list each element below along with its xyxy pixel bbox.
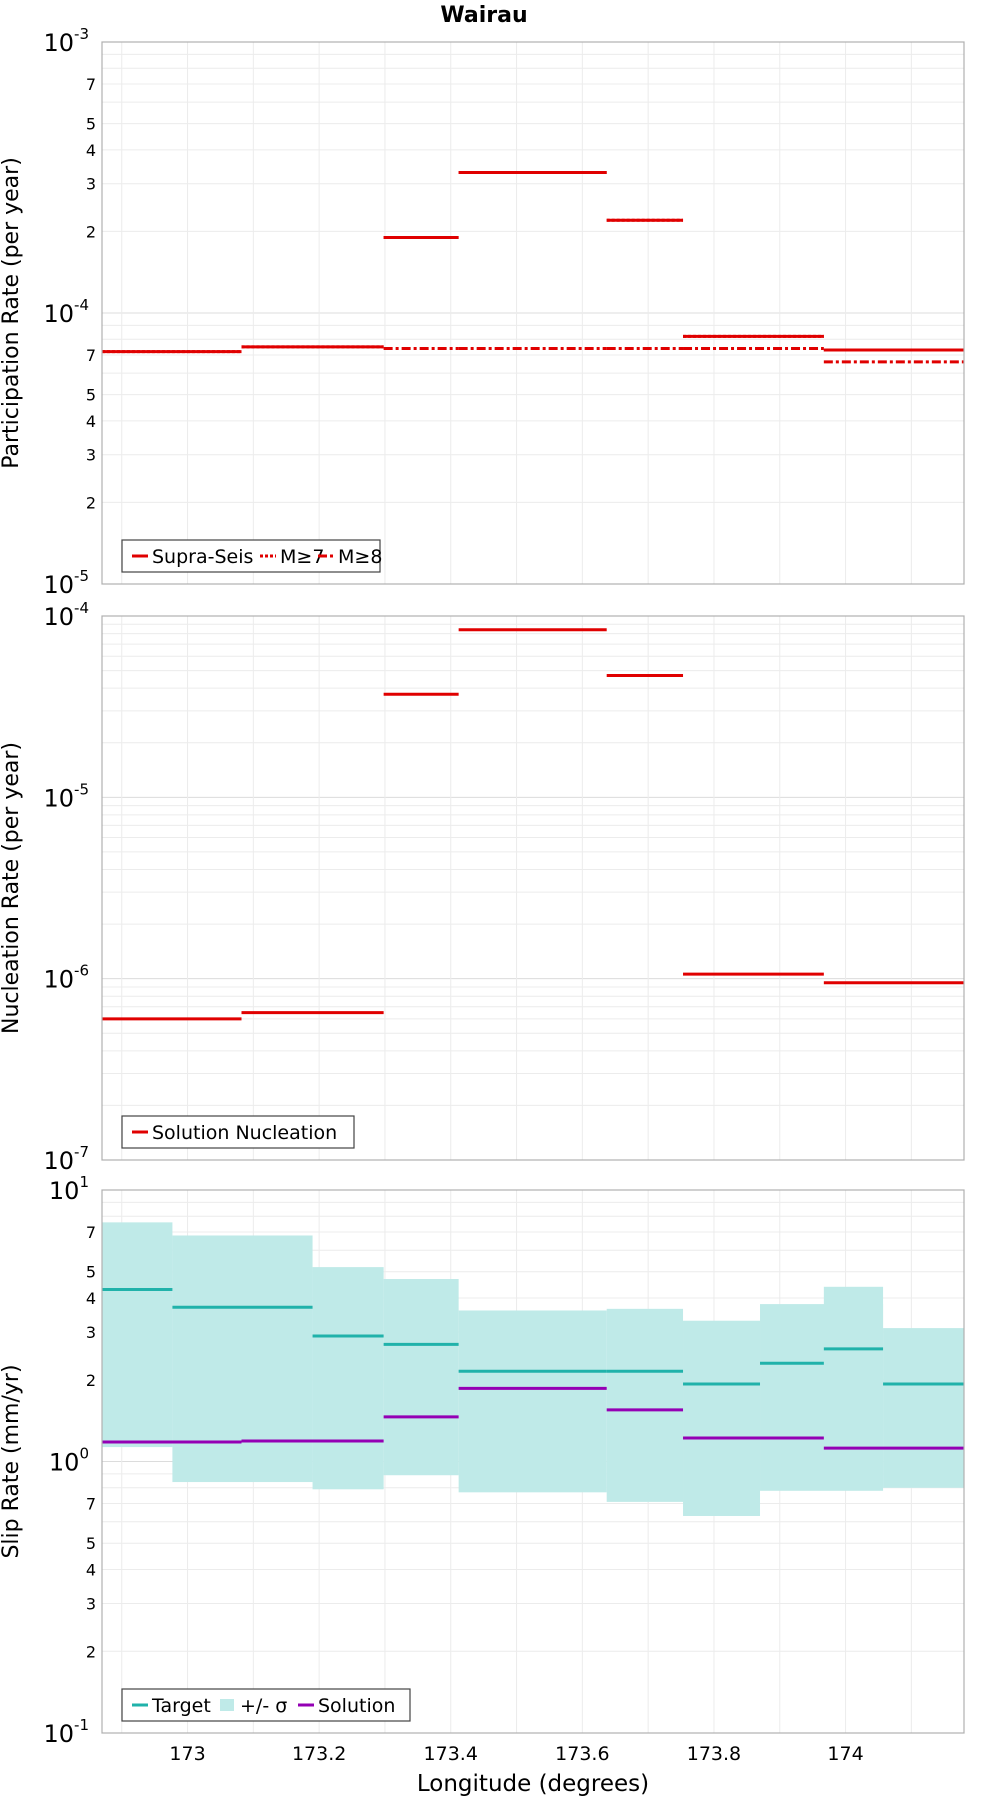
y-axis-label: Participation Rate (per year) (0, 157, 24, 469)
legend-label: Solution (318, 1695, 395, 1717)
y-minor-tick-label: 7 (86, 1223, 96, 1242)
error-band-segment (383, 1279, 459, 1476)
series-target (102, 1288, 964, 1386)
plot-area-frame (101, 615, 965, 1161)
legend-box (121, 539, 381, 573)
y-minor-tick-label: 4 (86, 1289, 96, 1308)
panel-1: 10-5 10-4 10-3 Supra-Seis M≥7 M≥8 (43, 25, 965, 599)
x-tick-label: 173.8 (687, 1743, 741, 1765)
error-band-segment (683, 1320, 761, 1516)
y-tick-label: 10-1 (43, 1716, 89, 1748)
y-minor-tick-label: 3 (86, 1323, 96, 1342)
series-m-7 (102, 170, 964, 354)
y-minor-tick-label: 5 (86, 1534, 96, 1553)
legend-label: M≥7 (280, 546, 324, 568)
series-supra-seis (102, 170, 964, 354)
y-axis-label: Slip Rate (mm/yr) (0, 1364, 24, 1558)
plot-area-frame (101, 1189, 965, 1734)
legend-label: Target (151, 1695, 211, 1717)
x-tick-label: 173.6 (555, 1743, 609, 1765)
series-solution-nucleation (102, 628, 964, 1021)
y-minor-tick-label: 2 (86, 222, 96, 241)
x-axis-label: Longitude (degrees) (417, 1771, 649, 1797)
error-band-segment (458, 1310, 607, 1493)
legend: Target +/- σ Solution (121, 1688, 411, 1722)
error-band-segment (172, 1235, 313, 1483)
y-axis-label: Nucleation Rate (per year) (0, 742, 24, 1034)
y-tick-label: 100 (49, 1445, 89, 1477)
y-tick-label: 10-6 (43, 962, 89, 994)
y-minor-tick-label: 7 (86, 346, 96, 365)
x-tick-label: 173.2 (292, 1743, 346, 1765)
error-band-segment (312, 1267, 384, 1490)
y-minor-tick-label: 4 (86, 412, 96, 431)
chart-title: Wairau (440, 3, 527, 28)
x-tick-label: 174 (827, 1743, 863, 1765)
y-minor-tick-label: 3 (86, 446, 96, 465)
legend-label: Solution Nucleation (152, 1122, 337, 1144)
y-tick-label: 10-5 (43, 780, 89, 812)
panel-2: 10-7 10-6 10-5 10-4 Solution Nucleation (43, 599, 965, 1175)
legend: Supra-Seis M≥7 M≥8 (121, 539, 382, 573)
y-tick-label: 10-4 (43, 599, 89, 631)
x-tick-label: 173.4 (424, 1743, 478, 1765)
y-tick-label: 10-5 (43, 567, 89, 599)
y-minor-tick-label: 2 (86, 1371, 96, 1390)
y-tick-label: 10-3 (43, 25, 89, 57)
y-minor-tick-label: 3 (86, 175, 96, 194)
error-band-segment (102, 1222, 173, 1448)
legend-label: +/- σ (240, 1695, 287, 1717)
y-minor-tick-label: 4 (86, 1561, 96, 1580)
y-minor-tick-label: 2 (86, 493, 96, 512)
legend-label: Supra-Seis (152, 546, 253, 568)
y-tick-label: 10-4 (43, 296, 89, 328)
y-minor-tick-label: 7 (86, 75, 96, 94)
y-minor-tick-label: 2 (86, 1642, 96, 1661)
series-solution (102, 1386, 964, 1450)
legend-box (121, 1688, 411, 1722)
y-minor-tick-label: 7 (86, 1495, 96, 1514)
error-band-segment (823, 1286, 884, 1471)
series-m-8 (383, 346, 964, 364)
legend-swatch (220, 1699, 234, 1711)
y-tick-label: 10-7 (43, 1143, 89, 1175)
error-band-segment (883, 1328, 964, 1488)
error-band-segment (606, 1308, 684, 1502)
legend-box (121, 1115, 355, 1149)
panel-3: 10-1 100 101 Target +/- σ Solution (43, 1173, 965, 1748)
x-tick-label: 173 (169, 1743, 205, 1765)
legend-label: M≥8 (338, 546, 382, 568)
y-minor-tick-label: 3 (86, 1594, 96, 1613)
y-minor-tick-label: 4 (86, 141, 96, 160)
plot-area-frame (101, 41, 965, 585)
y-minor-tick-label: 5 (86, 1263, 96, 1282)
y-tick-label: 101 (49, 1173, 89, 1205)
y-minor-tick-label: 5 (86, 386, 96, 405)
y-minor-tick-label: 5 (86, 115, 96, 134)
legend: Solution Nucleation (121, 1115, 355, 1149)
